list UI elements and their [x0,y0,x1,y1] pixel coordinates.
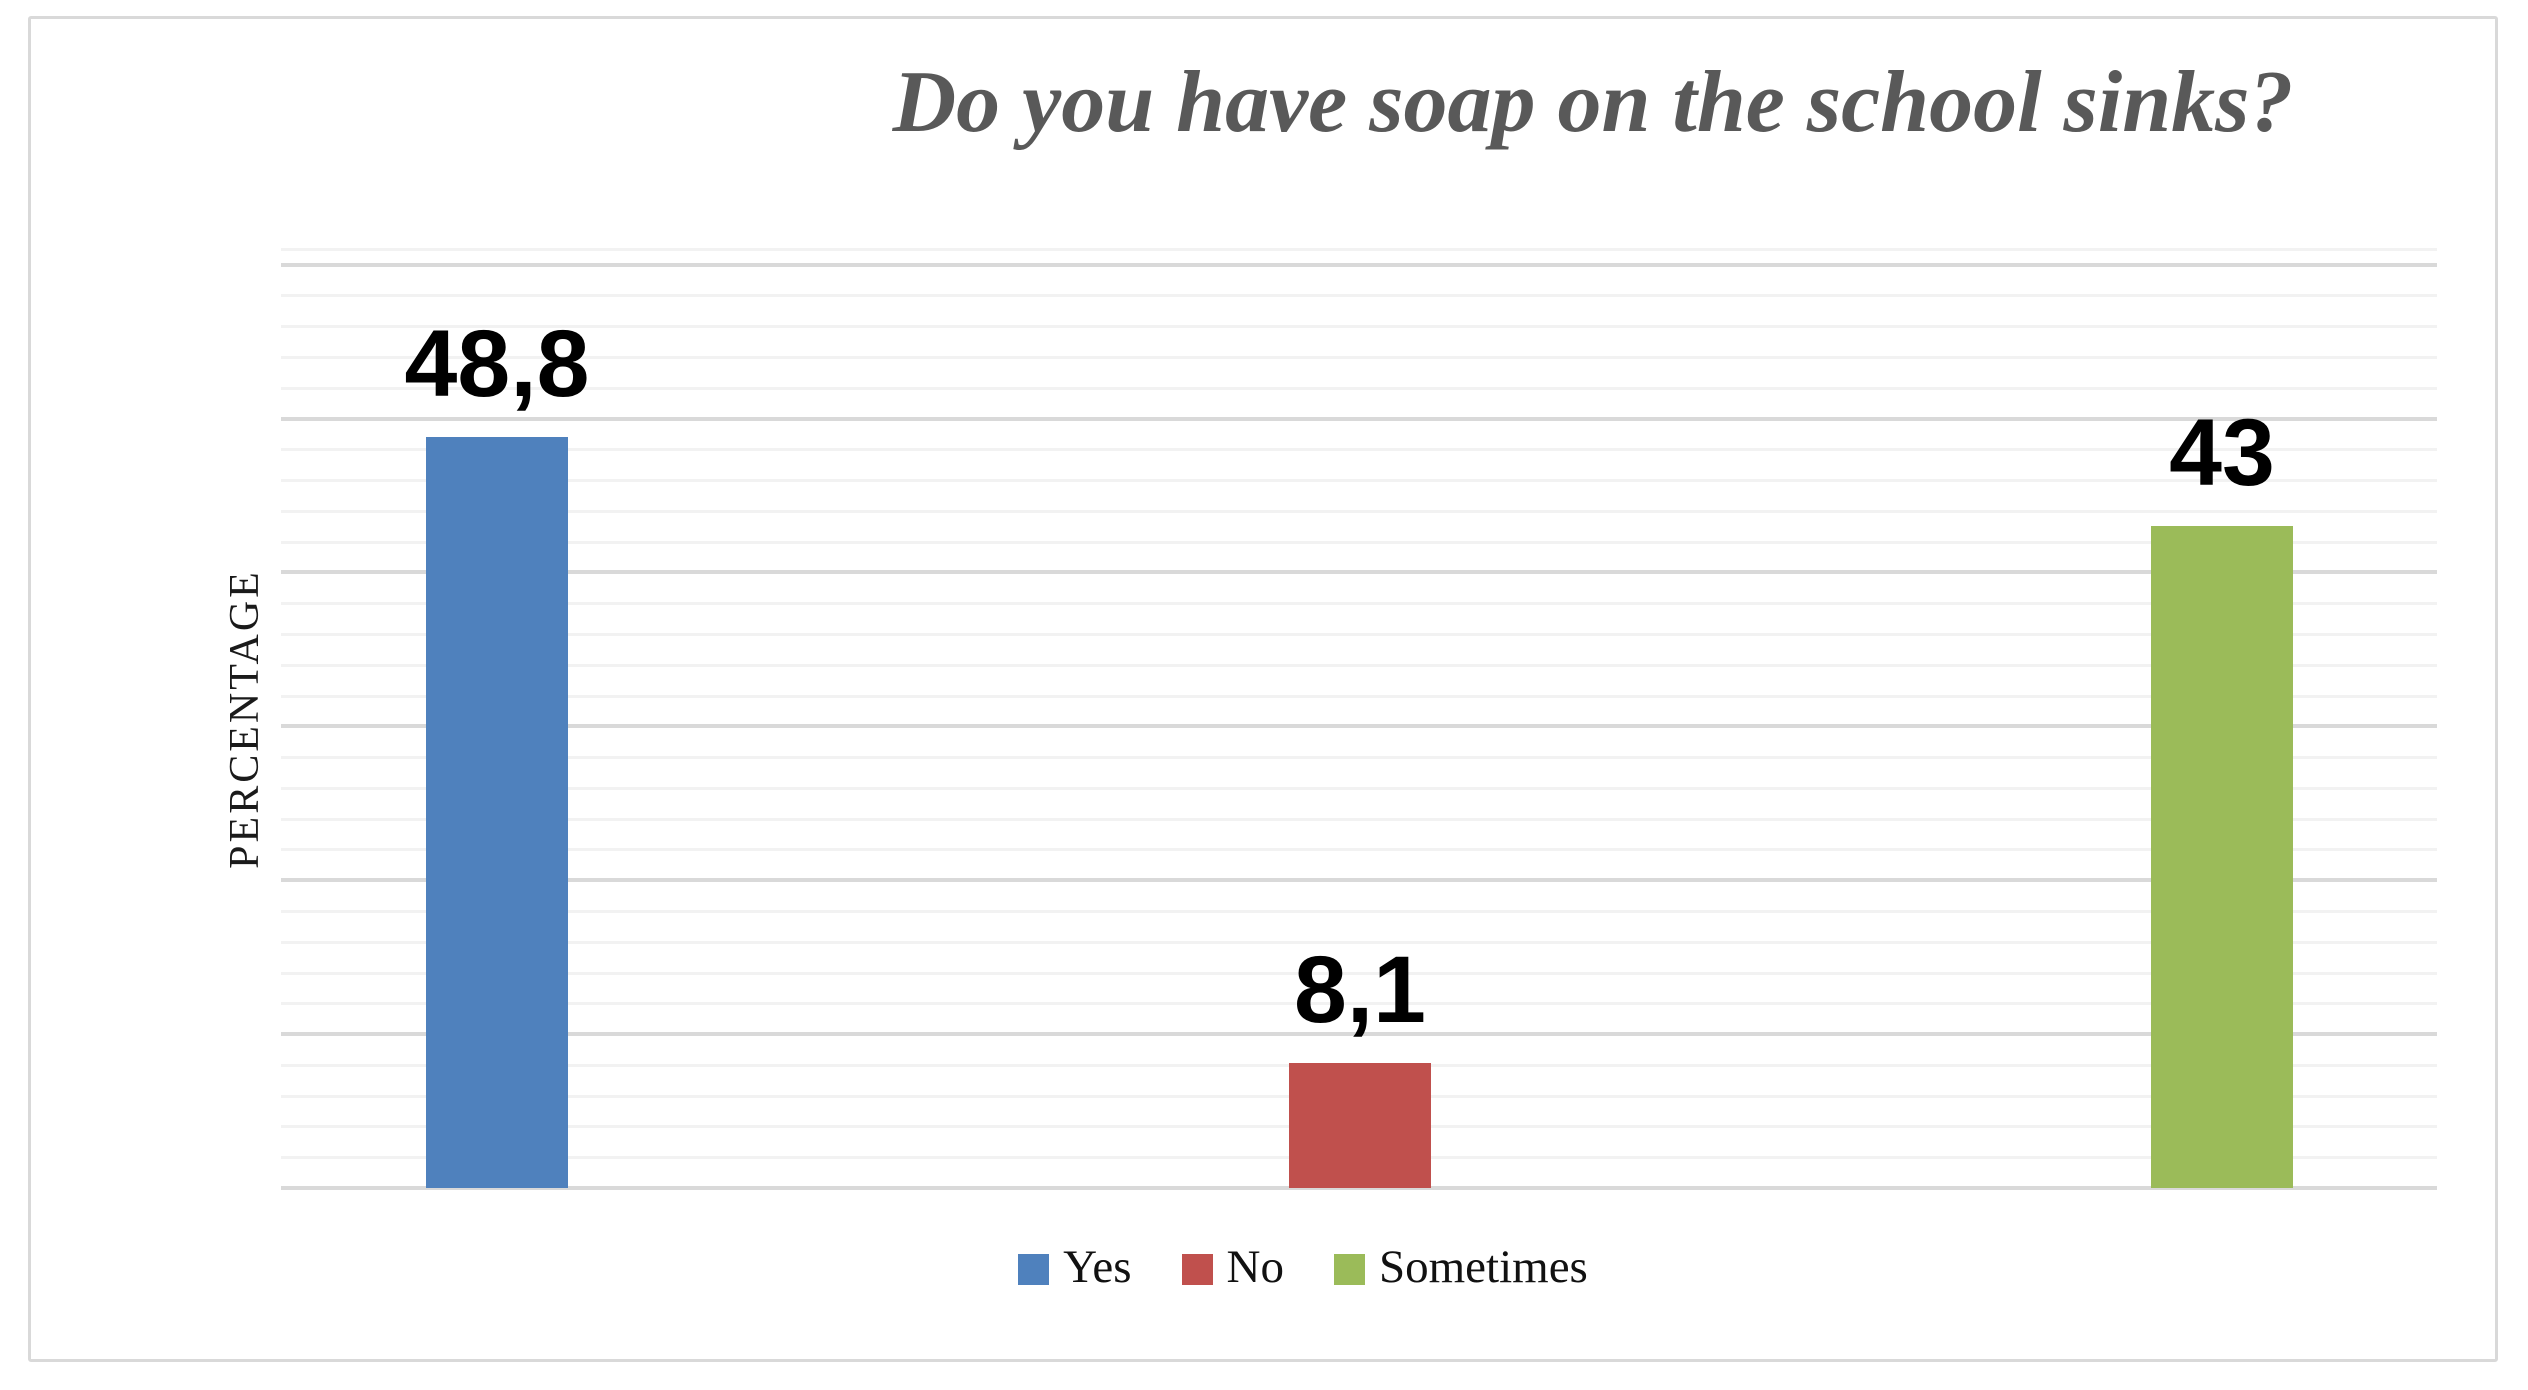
gridline-minor-12 [281,1002,2437,1005]
gridline-plot-top [281,248,2437,251]
legend: Yes No Sometimes [225,1244,2381,1295]
gridline-minor-14 [281,972,2437,975]
gridline-major-30 [281,724,2437,728]
gridline-minor-24 [281,818,2437,821]
gridline-minor-34 [281,664,2437,667]
gridline-minor-16 [281,941,2437,944]
legend-item-sometimes: Sometimes [1333,1241,1588,1295]
legend-label: Yes [1063,1241,1132,1293]
gridline-minor-52 [281,387,2437,390]
legend-swatch-icon [1018,1254,1050,1285]
gridline-minor-46 [281,479,2437,482]
bar-yes [426,437,568,1188]
gridline-minor-18 [281,910,2437,913]
gridline-major-20 [281,878,2437,882]
legend-swatch-icon [1181,1254,1213,1285]
chart-title: Do you have soap on the school sinks? [892,54,2294,151]
gridline-major-60 [281,263,2437,267]
bar-sometimes [2151,526,2293,1188]
bar-no [1289,1063,1431,1188]
gridline-major-10 [281,1032,2437,1036]
legend-item-no: No [1181,1241,1284,1295]
gridline-major-0 [281,1186,2437,1190]
gridline-major-40 [281,570,2437,574]
gridline-minor-44 [281,510,2437,513]
legend-swatch-icon [1333,1254,1365,1285]
y-axis-title: PERCENTAGE [222,569,268,869]
gridline-minor-38 [281,602,2437,605]
data-label-no: 8,1 [1293,937,1427,1043]
data-label-sometimes: 43 [2169,400,2275,506]
gridline-major-50 [281,417,2437,421]
gridline-minor-48 [281,448,2437,451]
legend-item-yes: Yes [1018,1241,1132,1295]
data-label-yes: 48,8 [404,311,590,417]
gridline-minor-32 [281,695,2437,698]
gridline-minor-56 [281,325,2437,328]
legend-label: No [1226,1241,1284,1293]
gridline-minor-58 [281,294,2437,297]
gridline-minor-36 [281,633,2437,636]
gridline-minor-54 [281,356,2437,359]
chart-frame [28,16,2498,1362]
gridline-minor-28 [281,756,2437,759]
gridline-minor-42 [281,541,2437,544]
legend-label: Sometimes [1378,1241,1588,1293]
gridline-minor-22 [281,848,2437,851]
gridline-minor-26 [281,787,2437,790]
